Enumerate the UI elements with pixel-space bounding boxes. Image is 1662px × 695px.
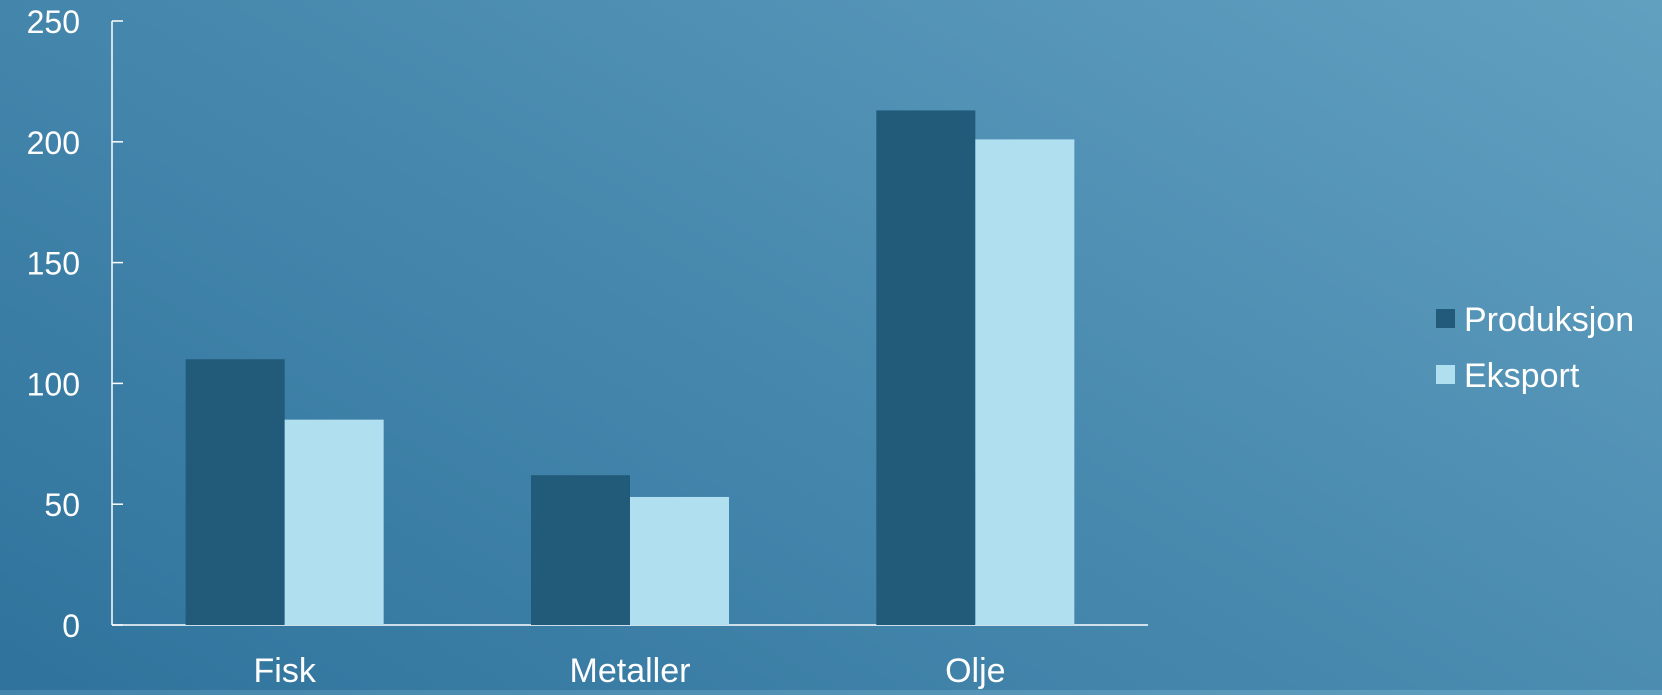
y-axis: 0 50 100 150 200 250 [27, 4, 123, 644]
legend: Produksjon Eksport [1436, 301, 1634, 395]
legend-swatch-eksport [1436, 365, 1455, 384]
legend-swatch-produksjon [1436, 309, 1455, 328]
x-tick-label: Metaller [570, 652, 691, 690]
y-tick-label: 150 [27, 246, 80, 282]
bar-eksport-metaller [630, 496, 729, 625]
y-tick-label: 50 [44, 487, 80, 523]
bar-eksport-fisk [284, 419, 384, 625]
x-axis: Fisk Metaller Olje [112, 624, 1148, 690]
legend-label: Produksjon [1464, 301, 1634, 339]
legend-label: Eksport [1464, 357, 1580, 395]
bar-eksport-olje [975, 139, 1075, 625]
bar-produksjon-olje [876, 110, 976, 626]
bar-produksjon-metaller [531, 475, 630, 625]
y-tick-label: 0 [62, 608, 80, 644]
bar-produksjon-fisk [185, 359, 285, 625]
x-tick-label: Fisk [254, 652, 317, 690]
bars [185, 110, 1075, 626]
x-tick-label: Olje [945, 652, 1005, 690]
y-tick-label: 100 [27, 366, 80, 402]
y-tick-label: 200 [27, 125, 80, 161]
y-tick-label: 250 [27, 4, 80, 40]
